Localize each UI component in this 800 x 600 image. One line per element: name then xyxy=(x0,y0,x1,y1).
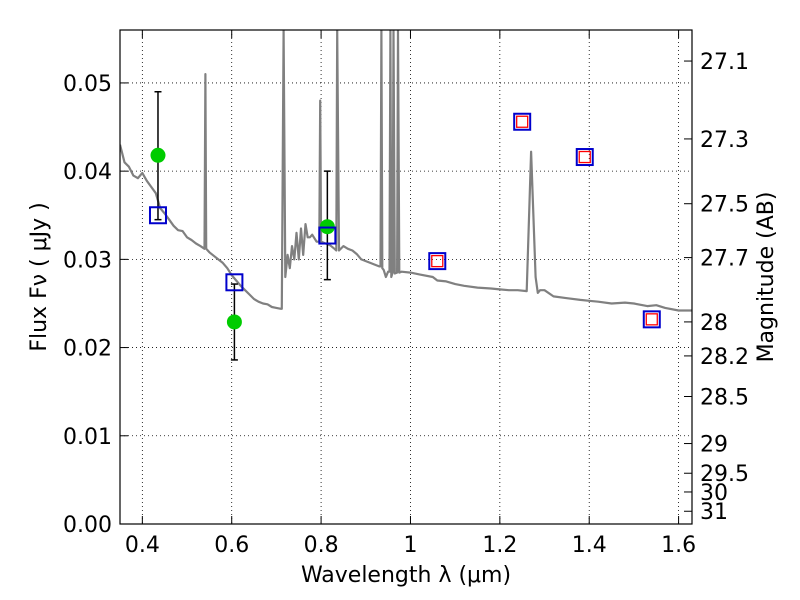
model-flux-marker xyxy=(318,226,337,245)
red-flux-marker xyxy=(516,115,529,128)
y-axis-title: Flux Fν ( μJy ) xyxy=(27,202,52,351)
right-tick-label: 28 xyxy=(700,311,728,336)
right-tick-label: 28.5 xyxy=(700,385,749,410)
x-tick-label: 0.6 xyxy=(214,533,249,558)
x-axis: 0.4 0.6 0.8 1 1.2 1.4 1.6 xyxy=(125,30,696,558)
y-axis-left: 0.00 0.01 0.02 0.03 0.04 0.05 xyxy=(63,72,128,538)
right-tick-label: 30 xyxy=(700,481,728,506)
x-tick-label: 1.4 xyxy=(572,533,607,558)
y-axis-right-title: Magnitude (AB) xyxy=(754,192,779,363)
right-tick-label: 31 xyxy=(700,500,728,525)
right-tick-label: 27.3 xyxy=(700,128,749,153)
x-tick-label: 0.4 xyxy=(125,533,160,558)
right-tick-label: 27.5 xyxy=(700,193,749,218)
model-sed-line xyxy=(120,30,692,312)
y-tick-label: 0.01 xyxy=(63,425,112,450)
plot-background xyxy=(120,30,692,524)
right-tick-label: 27.1 xyxy=(700,50,749,75)
y-tick-label: 0.02 xyxy=(63,337,112,362)
right-tick-label: 29 xyxy=(700,433,728,458)
plot-frame xyxy=(119,29,693,525)
model-flux-marker xyxy=(575,148,594,167)
model-flux-marker xyxy=(642,310,661,329)
observed-point xyxy=(150,147,166,163)
red-flux-marker xyxy=(645,313,658,326)
red-flux-marker xyxy=(578,150,591,164)
y-tick-label: 0.00 xyxy=(63,513,112,538)
red-flux-marker xyxy=(431,254,444,268)
x-tick-label: 1 xyxy=(403,533,417,558)
x-axis-title: Wavelength λ (μm) xyxy=(301,563,511,588)
x-tick-label: 1.6 xyxy=(661,533,696,558)
y-tick-label: 0.05 xyxy=(63,72,112,97)
right-tick-label: 27.7 xyxy=(700,247,749,272)
x-tick-label: 1.2 xyxy=(482,533,517,558)
y-tick-label: 0.04 xyxy=(63,160,112,185)
model-flux-marker xyxy=(428,252,447,271)
right-tick-label: 28.2 xyxy=(700,345,749,370)
right-tick-label: 29.5 xyxy=(700,462,749,487)
x-tick-label: 0.8 xyxy=(304,533,339,558)
y-tick-label: 0.03 xyxy=(63,248,112,273)
observed-point xyxy=(226,314,242,330)
model-flux-marker xyxy=(513,112,532,131)
model-flux-marker xyxy=(225,273,244,292)
series-layer xyxy=(120,30,692,361)
model-flux-marker xyxy=(148,206,167,225)
